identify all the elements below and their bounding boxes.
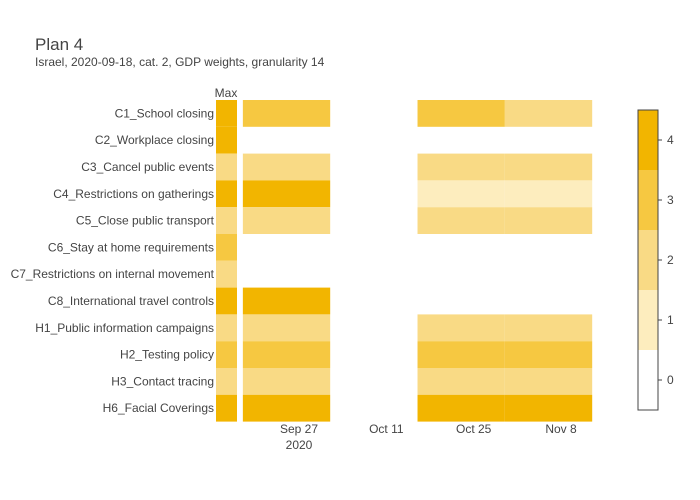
colorbar-segment [638, 170, 658, 230]
y-label: H2_Testing policy [120, 348, 214, 362]
x-tick-sublabel: 2020 [286, 438, 313, 452]
max-cell [216, 341, 237, 368]
max-cell [216, 207, 237, 234]
colorbar-tick-label: 2 [667, 253, 674, 267]
heatmap-cell [242, 207, 331, 234]
x-tick-label: Nov 8 [545, 422, 577, 436]
heatmap-cell [242, 153, 331, 181]
max-cell [216, 368, 237, 395]
heatmap-cell [417, 207, 505, 234]
colorbar-segment [638, 290, 658, 350]
y-label: H1_Public information campaigns [35, 321, 214, 335]
heatmap-cell [504, 100, 593, 127]
max-cell [216, 153, 237, 181]
heatmap-cell [242, 180, 331, 208]
max-cell [216, 394, 237, 422]
max-cell [216, 126, 237, 154]
heatmap-cell [417, 180, 505, 208]
y-label: C2_Workplace closing [95, 133, 214, 147]
colorbar-tick-label: 0 [667, 373, 674, 387]
heatmap-cell [417, 394, 505, 422]
y-label: H3_Contact tracing [111, 374, 214, 388]
chart-title: Plan 4 [35, 35, 83, 54]
heatmap-cell [417, 368, 505, 395]
max-cell [216, 260, 237, 288]
heatmap-cell [504, 207, 593, 234]
y-label: C6_Stay at home requirements [48, 240, 214, 254]
colorbar-tick-label: 1 [667, 313, 674, 327]
colorbar-tick-label: 4 [667, 133, 674, 147]
max-cell [216, 100, 237, 127]
y-axis-labels: C1_School closing C2_Workplace closing C3_… [11, 106, 215, 415]
max-column [216, 100, 237, 422]
y-label: C1_School closing [115, 106, 214, 120]
heatmap-cell [504, 314, 593, 342]
heatmap-cell [504, 153, 593, 181]
colorbar: 0 1 2 3 4 [637, 109, 674, 411]
max-cell [216, 314, 237, 342]
heatmap-cell [242, 394, 331, 422]
heatmap-cell [504, 368, 593, 395]
x-tick-label: Oct 11 [369, 422, 404, 436]
heatmap-cell [242, 314, 331, 342]
heatmap-cell [242, 341, 331, 368]
heatmap-cell [504, 180, 593, 208]
max-cell [216, 180, 237, 208]
x-tick-label: Sep 27 [280, 422, 318, 436]
y-label: C7_Restrictions on internal movement [11, 267, 215, 281]
chart-subtitle: Israel, 2020-09-18, cat. 2, GDP weights,… [35, 55, 325, 69]
heatmap-cell [417, 100, 505, 127]
heatmap-cells [242, 100, 593, 422]
colorbar-segment [638, 350, 658, 410]
colorbar-segment [638, 230, 658, 290]
y-label: C3_Cancel public events [81, 160, 214, 174]
heatmap-cell [242, 368, 331, 395]
max-cell [216, 234, 237, 261]
y-label: C5_Close public transport [76, 214, 215, 228]
colorbar-tick-label: 3 [667, 193, 674, 207]
heatmap-cell [417, 314, 505, 342]
heatmap-cell [417, 341, 505, 368]
x-axis-ticks: Sep 27 2020 Oct 11 Oct 25 Nov 8 [280, 422, 577, 452]
heatmap-cell [504, 341, 593, 368]
y-label: C8_International travel controls [48, 294, 214, 308]
heatmap-cell [504, 394, 593, 422]
max-cell [216, 287, 237, 315]
max-column-label: Max [215, 86, 238, 100]
heatmap-cell [242, 100, 331, 127]
x-tick-label: Oct 25 [456, 422, 492, 436]
colorbar-segment [638, 110, 658, 170]
heatmap-cell [242, 287, 331, 315]
y-label: C4_Restrictions on gatherings [53, 187, 214, 201]
heatmap-cell [417, 153, 505, 181]
y-label: H6_Facial Coverings [103, 401, 214, 415]
